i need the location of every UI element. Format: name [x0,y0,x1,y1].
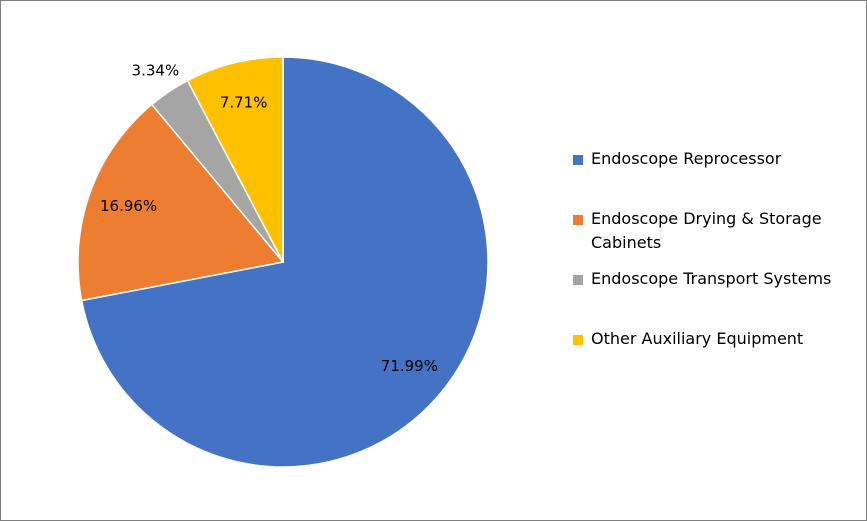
legend-item: Endoscope Reprocessor [573,147,843,207]
legend: Endoscope Reprocessor Endoscope Drying & … [573,147,843,387]
legend-label: Endoscope Transport Systems [591,269,832,288]
data-label: 16.96% [100,197,157,215]
data-label: 3.34% [132,62,180,80]
legend-swatch [573,335,583,345]
legend-swatch [573,215,583,225]
legend-label: Endoscope Reprocessor [591,149,782,168]
pie-slice [77,103,285,302]
legend-item: Other Auxiliary Equipment [573,327,843,387]
legend-swatch [573,155,583,165]
legend-swatch [573,275,583,285]
pie-slice [186,56,284,263]
legend-item: Endoscope Drying & Storage Cabinets [573,207,843,267]
pie-slice [80,56,489,468]
legend-item: Endoscope Transport Systems [573,267,843,327]
legend-label: Other Auxiliary Equipment [591,329,804,348]
legend-label: Endoscope Drying & Storage Cabinets [591,209,822,252]
data-label: 7.71% [220,93,268,111]
data-label: 71.99% [381,357,438,375]
